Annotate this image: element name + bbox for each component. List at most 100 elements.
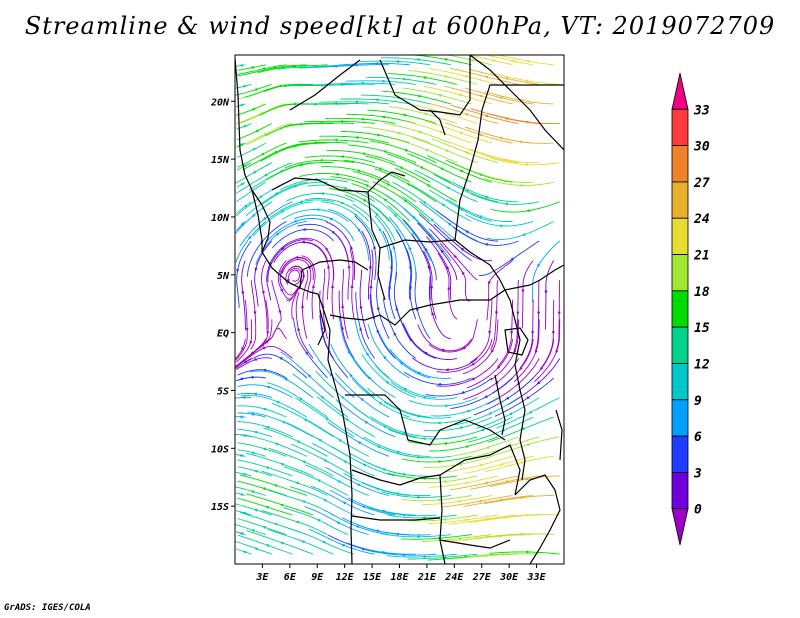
streamline-arrow [342, 501, 347, 505]
colorbar-level-label: 21 [693, 249, 710, 264]
streamline-arrow [254, 267, 258, 272]
streamline-arrow [484, 243, 488, 247]
streamline-arrow [343, 460, 348, 464]
streamline-arrow [354, 100, 358, 104]
streamline-arrow [296, 440, 301, 444]
lat-tick-label: 15N [211, 155, 230, 166]
streamline-arrow [555, 349, 559, 354]
streamline-arrow [436, 536, 441, 540]
streamline-arrow [426, 184, 431, 188]
streamline-arrow [441, 203, 446, 207]
streamline-arrow [524, 513, 529, 517]
streamline-arrow [239, 493, 244, 497]
latitude-axis: 20N 15N 10N 5N EQ 5S 10S 15S [210, 97, 235, 513]
colorbar-level-label: 18 [694, 285, 710, 300]
streamline-arrow [261, 291, 265, 295]
streamline-arrow [334, 172, 339, 176]
streamlines [235, 55, 561, 561]
streamline-arrow [242, 124, 247, 128]
streamline-arrow [415, 455, 420, 459]
colorbar-segment [671, 326, 689, 364]
border-east [499, 279, 526, 441]
streamline-arrow [422, 76, 427, 80]
streamline-arrow [453, 254, 457, 259]
colorbar-level-label: 0 [694, 503, 702, 518]
streamline-arrow [484, 75, 489, 79]
streamline-arrow [374, 98, 379, 102]
streamline-arrow [519, 460, 524, 464]
streamline-arrow [412, 230, 416, 235]
streamline-arrow [315, 208, 320, 212]
streamline-arrow [301, 460, 306, 464]
streamline-arrow [525, 442, 530, 446]
streamline-arrow [458, 131, 463, 135]
lon-tick-label: 18E [390, 572, 409, 583]
streamline-arrow [498, 96, 503, 100]
streamline-arrow [415, 495, 420, 499]
colorbar: 0 3 6 9 12 15 18 21 24 27 30 33 [671, 72, 710, 546]
streamline-arrow [330, 284, 334, 288]
streamline-arrow [262, 526, 267, 530]
streamline-arrow [490, 59, 495, 63]
streamline-arrow [401, 553, 405, 557]
streamline-arrow [423, 112, 428, 116]
streamline-arrow [357, 441, 362, 445]
streamline-arrow [470, 362, 475, 366]
colorbar-segment [671, 145, 689, 183]
streamline-arrow [423, 351, 428, 355]
streamline-arrow [444, 237, 449, 242]
streamline-arrow [401, 77, 406, 81]
streamline-arrow [273, 523, 278, 526]
streamline-arrow [329, 372, 333, 377]
streamline-arrow [416, 58, 420, 62]
streamline-arrow [395, 60, 400, 64]
streamline-arrow [362, 199, 367, 203]
streamline-arrow [392, 245, 396, 250]
streamline-arrow [324, 247, 329, 251]
streamline-arrow [241, 346, 245, 351]
streamline-arrow [403, 199, 407, 203]
border-madagascar-hint [555, 409, 563, 461]
streamline-arrow [480, 428, 485, 432]
streamline-arrow [442, 517, 447, 521]
colorbar-level-label: 30 [693, 140, 710, 155]
lat-tick-label: 15S [211, 502, 229, 513]
streamline-arrow [521, 232, 526, 236]
colorbar-level-label: 27 [693, 176, 710, 191]
streamline-arrow [355, 525, 360, 529]
lake-malawi [519, 439, 526, 481]
streamline-arrow [463, 75, 468, 79]
streamline-arrow [458, 93, 463, 97]
river-coast-gabon [317, 309, 326, 346]
streamline-arrow [494, 311, 499, 316]
streamline-arrow [478, 94, 483, 98]
lon-tick-label: 21E [417, 572, 437, 583]
streamline-arrow [470, 377, 475, 381]
streamline-arrow [528, 410, 533, 414]
lake-victoria [504, 327, 529, 356]
streamline-arrow [342, 187, 347, 190]
streamline-arrow [478, 133, 483, 137]
streamline-arrow [419, 166, 424, 170]
streamline-arrow [265, 426, 270, 429]
streamline-arrow [443, 58, 448, 62]
streamline-arrow [320, 192, 324, 196]
streamline-arrow [499, 462, 503, 466]
streamline-arrow [534, 350, 538, 354]
streamline-arrow [383, 198, 388, 202]
streamline-arrow [328, 217, 333, 221]
lon-tick-label: 15E [363, 572, 382, 583]
streamline-arrow [518, 496, 523, 500]
streamline-arrow [341, 304, 345, 308]
streamline-arrow [321, 541, 326, 544]
streamline-arrow [518, 140, 523, 144]
lon-tick-label: 6E [284, 572, 297, 583]
streamline-arrow [380, 79, 385, 83]
streamline-arrow [521, 289, 525, 294]
streamline-arrow [510, 257, 514, 261]
colorbar-level-label: 24 [693, 212, 710, 227]
streamline-arrow [338, 438, 342, 443]
streamline-arrow [361, 505, 366, 509]
streamline-arrow [253, 357, 258, 361]
streamline-arrow [275, 232, 280, 236]
